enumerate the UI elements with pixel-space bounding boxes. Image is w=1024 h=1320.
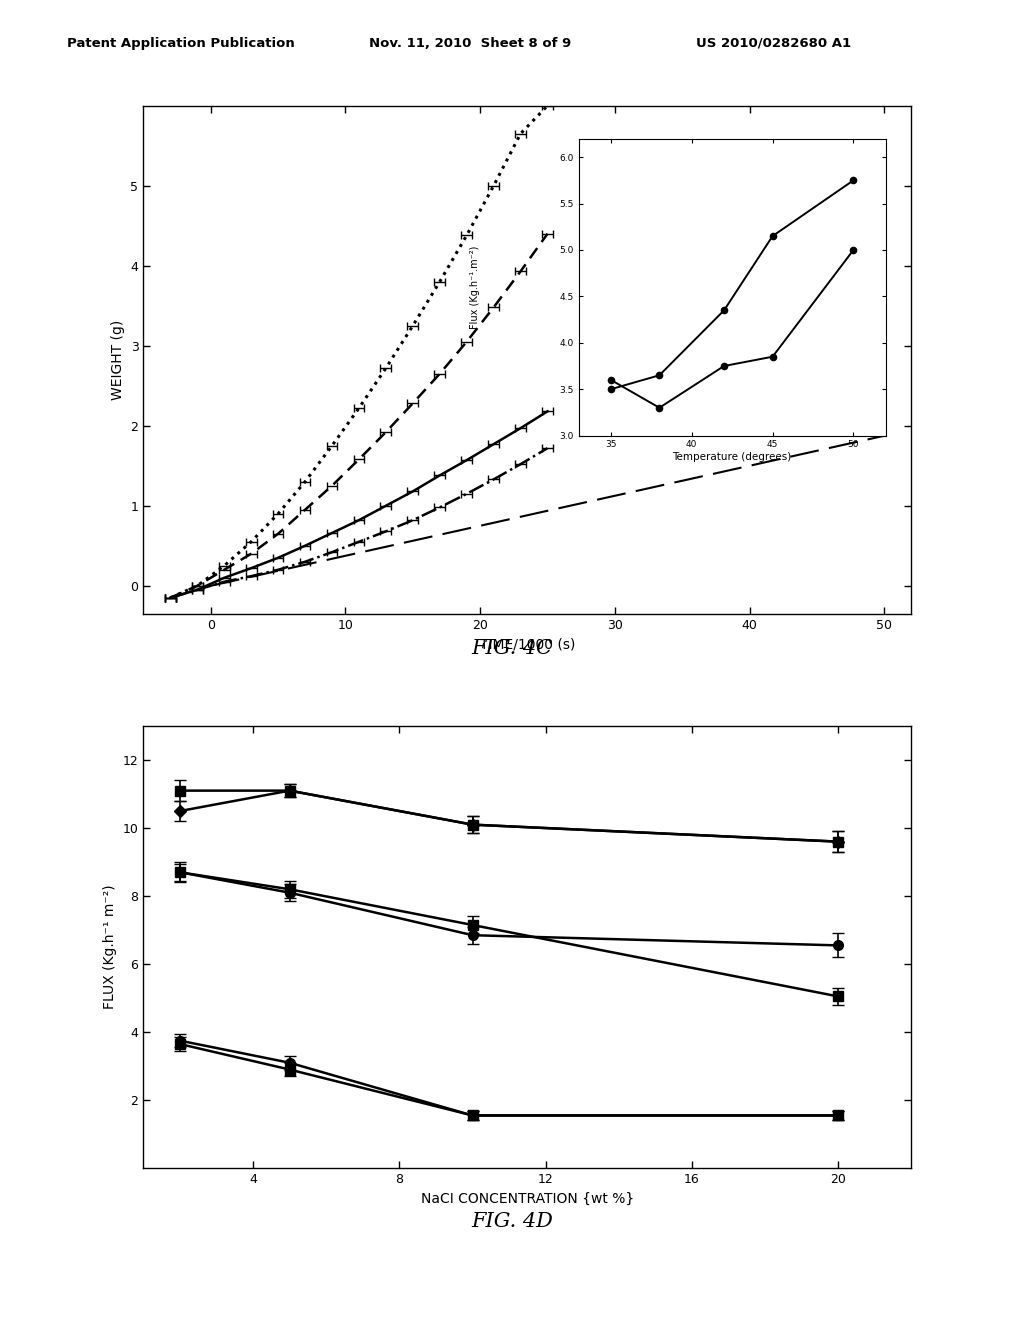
- X-axis label: TIME/1000 (s): TIME/1000 (s): [479, 638, 575, 651]
- X-axis label: NaCI CONCENTRATION {wt %}: NaCI CONCENTRATION {wt %}: [421, 1192, 634, 1205]
- X-axis label: Temperature (degrees): Temperature (degrees): [673, 453, 792, 462]
- Text: US 2010/0282680 A1: US 2010/0282680 A1: [696, 37, 851, 50]
- Text: FIG. 4D: FIG. 4D: [471, 1212, 553, 1230]
- Y-axis label: WEIGHT (g): WEIGHT (g): [111, 319, 125, 400]
- Text: FIG. 4C: FIG. 4C: [471, 639, 553, 657]
- Y-axis label: FLUX (Kg.h⁻¹ m⁻²): FLUX (Kg.h⁻¹ m⁻²): [103, 884, 117, 1010]
- Text: Nov. 11, 2010  Sheet 8 of 9: Nov. 11, 2010 Sheet 8 of 9: [369, 37, 571, 50]
- Text: Patent Application Publication: Patent Application Publication: [67, 37, 294, 50]
- Y-axis label: Flux (Kg.h⁻¹.m⁻²): Flux (Kg.h⁻¹.m⁻²): [470, 246, 480, 329]
